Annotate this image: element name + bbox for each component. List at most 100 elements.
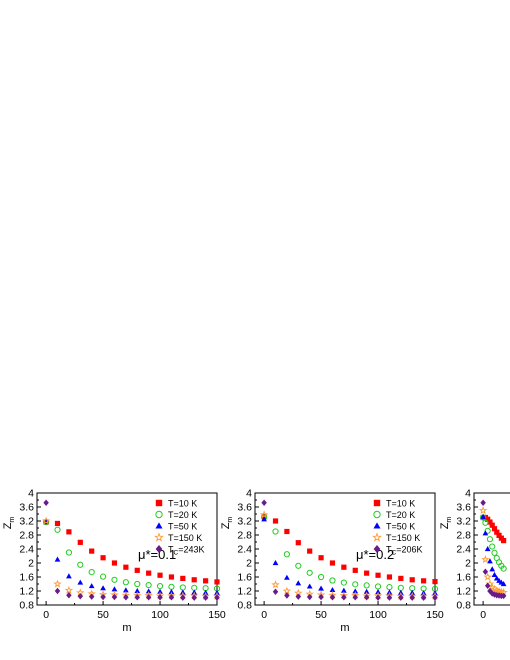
data-point bbox=[100, 593, 106, 601]
data-point bbox=[480, 499, 486, 507]
y-axis-label-main: Z bbox=[220, 522, 232, 529]
x-tick-label: 150 bbox=[426, 609, 444, 621]
data-point bbox=[202, 594, 209, 601]
y-tick-label: 2.8 bbox=[19, 530, 34, 542]
data-point bbox=[340, 579, 347, 586]
legend-marker bbox=[373, 522, 381, 529]
data-point bbox=[480, 513, 486, 519]
data-point bbox=[214, 579, 220, 585]
x-tick-label: 100 bbox=[369, 609, 387, 621]
y-tick-label: 3.2 bbox=[237, 516, 252, 528]
data-point bbox=[496, 532, 502, 538]
data-point bbox=[352, 594, 358, 601]
y-axis-label-sub: m bbox=[227, 517, 234, 523]
data-point bbox=[54, 520, 61, 527]
data-point bbox=[318, 555, 324, 561]
data-point bbox=[111, 593, 118, 601]
data-point bbox=[284, 574, 290, 580]
data-point bbox=[295, 540, 301, 546]
data-point bbox=[272, 528, 279, 535]
data-point bbox=[259, 510, 269, 519]
data-point bbox=[486, 536, 494, 543]
data-markers bbox=[259, 499, 440, 601]
data-point bbox=[483, 572, 492, 581]
data-point bbox=[271, 580, 280, 589]
data-point bbox=[329, 560, 336, 566]
data-point bbox=[489, 566, 496, 572]
legend-marker bbox=[155, 510, 163, 519]
legend-marker bbox=[373, 545, 381, 553]
data-point bbox=[134, 567, 140, 573]
legend-label: TC=243K bbox=[168, 545, 204, 557]
data-point bbox=[54, 526, 61, 533]
y-tick-label: 1.6 bbox=[456, 572, 471, 584]
data-point bbox=[123, 594, 129, 601]
legend-label: T=50 K bbox=[168, 522, 197, 532]
annotation: μ*=0.1 bbox=[138, 547, 176, 562]
data-point bbox=[409, 594, 415, 601]
x-tick-label: 0 bbox=[43, 609, 49, 621]
data-point bbox=[482, 530, 489, 536]
legend: T=10 KT=20 K T=50 KT=150 K TC=243K bbox=[154, 499, 204, 557]
data-point bbox=[100, 555, 106, 561]
y-axis-label-main: Z bbox=[439, 522, 451, 529]
data-point bbox=[306, 569, 313, 576]
data-point bbox=[122, 579, 129, 586]
data-point bbox=[88, 593, 95, 600]
data-point bbox=[123, 587, 129, 593]
data-point bbox=[363, 582, 370, 589]
data-point bbox=[386, 594, 393, 601]
legend-label: T=150 K bbox=[168, 533, 202, 543]
data-point bbox=[145, 581, 152, 589]
data-markers bbox=[41, 499, 222, 601]
data-point bbox=[487, 558, 493, 564]
data-point bbox=[329, 577, 336, 584]
legend: T=10 KT=20 K T=50 KT=150 K TC=206K bbox=[372, 499, 422, 557]
data-point bbox=[41, 516, 51, 525]
data-point bbox=[487, 587, 493, 595]
legend-marker bbox=[154, 532, 164, 542]
data-point bbox=[318, 593, 324, 601]
data-point bbox=[482, 568, 489, 575]
y-tick-label: 0.8 bbox=[237, 600, 252, 612]
data-point bbox=[364, 570, 370, 576]
y-axis-label: Zm bbox=[2, 517, 16, 530]
legend-label: T=150 K bbox=[386, 533, 420, 543]
x-tick-label: 0 bbox=[480, 609, 486, 621]
x-tick-label: 0 bbox=[261, 609, 267, 621]
data-point bbox=[89, 548, 95, 554]
data-point bbox=[283, 551, 290, 558]
data-point bbox=[484, 582, 491, 589]
y-tick-label: 1.2 bbox=[19, 586, 34, 598]
data-point bbox=[53, 579, 62, 588]
chart-panel-1: 0.81.21.622.42.83.23.640 50 100 150mZmμ*=0.… bbox=[2, 488, 226, 635]
legend-label: T=10 K bbox=[386, 499, 415, 509]
legend-label-sub: C bbox=[174, 550, 179, 557]
data-point bbox=[352, 581, 359, 588]
data-point bbox=[500, 581, 507, 587]
data-point bbox=[180, 594, 186, 601]
legend-marker bbox=[155, 522, 163, 529]
data-point bbox=[491, 571, 498, 577]
data-point bbox=[341, 564, 347, 570]
data-point bbox=[352, 588, 359, 594]
data-point bbox=[317, 573, 325, 581]
data-point bbox=[487, 519, 493, 525]
chart-panel-3: 0.8 1.2 1.6 2 2.4 2.8 3.2 3.6 4 0 Zm bbox=[439, 488, 510, 621]
data-point bbox=[341, 594, 347, 601]
y-tick-label: 0.8 bbox=[19, 600, 34, 612]
data-point bbox=[491, 549, 498, 556]
data-point bbox=[295, 580, 302, 586]
data-point bbox=[501, 538, 507, 544]
data-point bbox=[363, 594, 370, 601]
legend-label: T=10 K bbox=[168, 499, 197, 509]
y-tick-label: 1.6 bbox=[237, 572, 252, 584]
data-point bbox=[432, 578, 438, 585]
data-point bbox=[191, 594, 197, 601]
data-point bbox=[329, 594, 336, 601]
y-tick-label: 2.4 bbox=[456, 544, 471, 556]
y-tick-label: 2.8 bbox=[237, 530, 252, 542]
legend-label-main: T bbox=[386, 545, 392, 555]
data-point bbox=[481, 555, 490, 564]
data-point bbox=[272, 588, 279, 595]
